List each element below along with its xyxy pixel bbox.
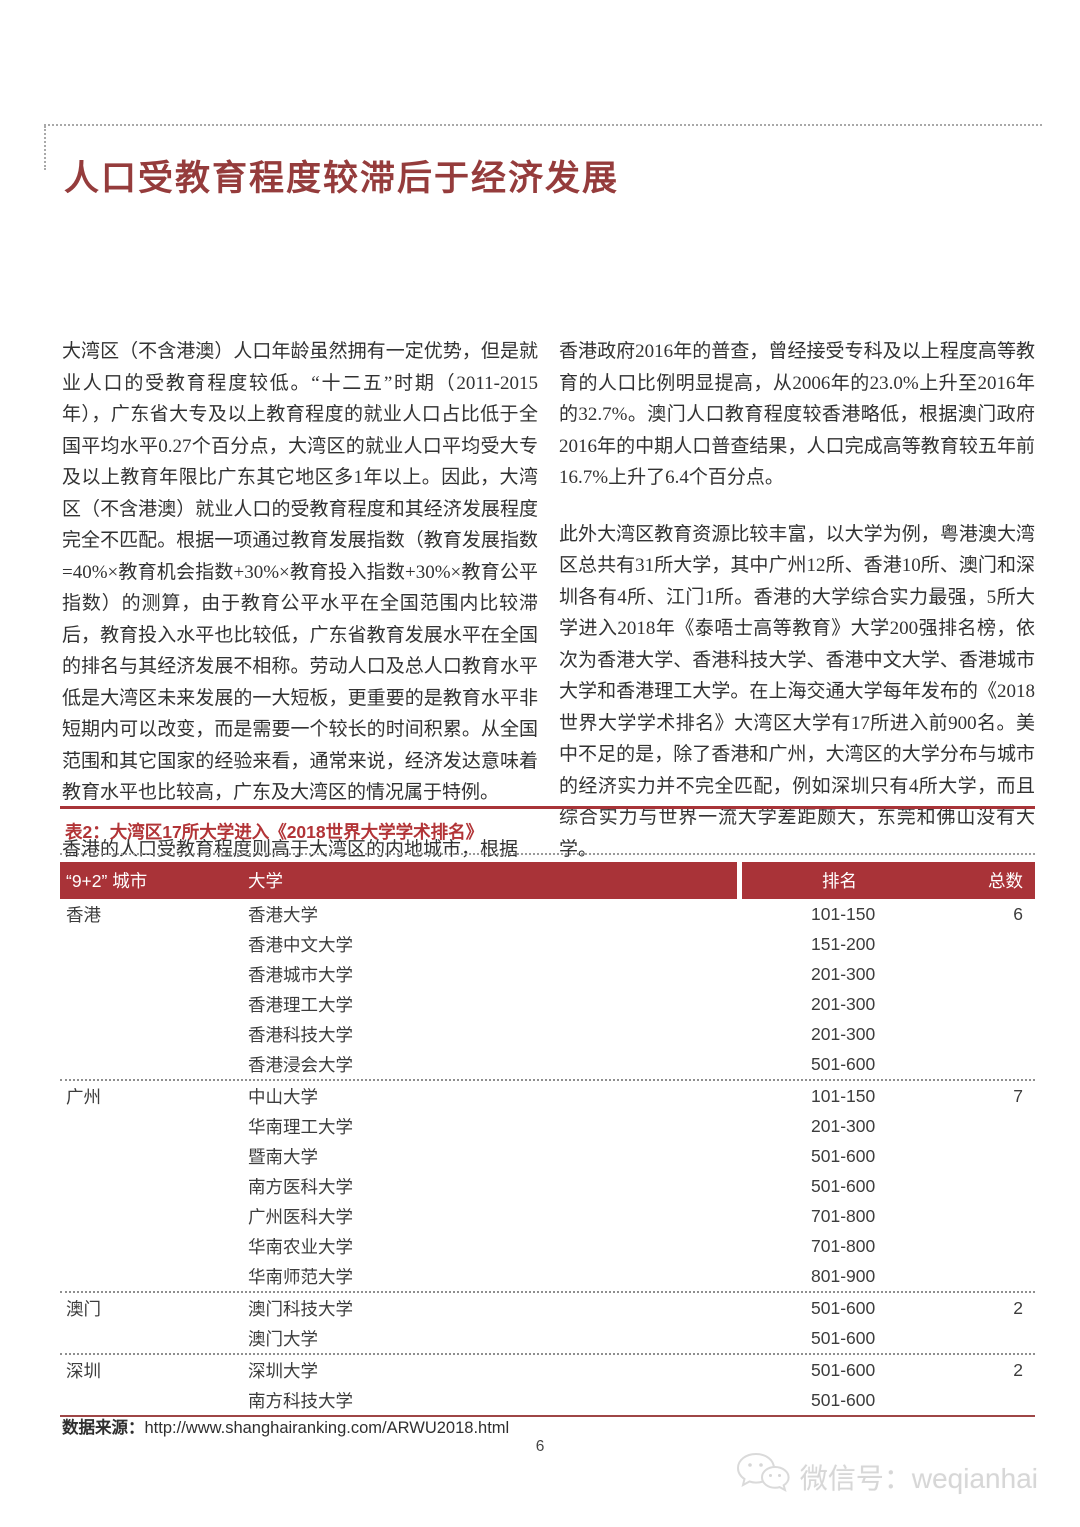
cell-rank: 201-300 [811,963,876,984]
cell-university: 华南理工大学 [248,1116,353,1137]
rankings-table: 表2：大湾区17所大学进入《2018世界大学学术排名》 “9+2” 城市 大学 … [60,806,1035,1417]
table-row: 香港中文大学 151-200 [60,929,1035,959]
cell-total: 2 [1013,1297,1023,1318]
table-header-left-block: “9+2” 城市 大学 [60,862,737,899]
header-rank: 排名 [822,871,857,891]
cell-university: 香港中文大学 [248,934,353,955]
cell-university: 暨南大学 [248,1146,318,1167]
cell-university: 南方科技大学 [248,1390,353,1411]
cell-rank: 501-600 [811,1389,876,1410]
table-caption: 表2：大湾区17所大学进入《2018世界大学学术排名》 [60,809,1035,855]
cell-university: 澳门大学 [248,1328,318,1349]
table-row: 暨南大学 501-600 [60,1141,1035,1171]
right-column: 香港政府2016年的普查，曾经接受专科及以上程度高等教育的人口比例明显提高，从2… [559,336,1035,890]
wechat-id-label: 微信号：weqianhai [799,1462,1038,1494]
top-dotted-border-left [44,126,46,170]
cell-total: 7 [1013,1085,1023,1106]
paragraph: 大湾区（不含港澳）人口年龄虽然拥有一定优势，但是就业人口的受教育程度较低。“十二… [62,341,538,803]
cell-rank: 501-600 [811,1297,876,1318]
cell-university: 深圳大学 [248,1360,318,1381]
page-number: 6 [535,1438,545,1455]
table-row: 澳门大学 501-600 [60,1323,1035,1353]
cell-university: 香港科技大学 [248,1024,353,1045]
cell-rank: 801-900 [811,1265,876,1286]
cell-university: 香港大学 [248,904,318,925]
table-group: 深圳 深圳大学 501-600 2 南方科技大学 501-600 [60,1355,1035,1415]
cell-rank: 501-600 [811,1145,876,1166]
table-row: 广州医科大学 701-800 [60,1201,1035,1231]
cell-city: 香港 [66,904,101,925]
table-group: 澳门 澳门科技大学 501-600 2 澳门大学 501-600 [60,1293,1035,1355]
cell-rank: 201-300 [811,1115,876,1136]
cell-rank: 701-800 [811,1235,876,1256]
wechat-watermark: 微信号：weqianhai [734,1450,1038,1503]
table-header-row: “9+2” 城市 大学 排名 总数 [60,862,1035,899]
page-title: 人口受教育程度较滞后于经济发展 [64,159,620,198]
cell-city: 澳门 [66,1298,101,1319]
top-dotted-border [44,124,1042,126]
cell-rank: 101-150 [811,1085,876,1106]
header-university: 大学 [248,871,283,891]
cell-rank: 501-600 [811,1359,876,1380]
cell-university: 南方医科大学 [248,1176,353,1197]
data-source-url: http://www.shanghairanking.com/ARWU2018.… [144,1419,510,1437]
cell-rank: 101-150 [811,903,876,924]
table-row: 深圳 深圳大学 501-600 2 [60,1355,1035,1385]
paragraph: 此外大湾区教育资源比较丰富，以大学为例，粤港澳大湾区总共有31所大学，其中广州1… [559,523,1035,860]
cell-rank: 501-600 [811,1053,876,1074]
table-row: 香港科技大学 201-300 [60,1019,1035,1049]
cell-university: 澳门科技大学 [248,1298,353,1319]
table-row: 华南师范大学 801-900 [60,1261,1035,1291]
cell-university: 华南师范大学 [248,1266,353,1287]
cell-rank: 701-800 [811,1205,876,1226]
table-header-right-block: 排名 总数 [742,862,1035,899]
cell-total: 2 [1013,1359,1023,1380]
table-row: 澳门 澳门科技大学 501-600 2 [60,1293,1035,1323]
table-bottom-line [60,1415,1035,1417]
paragraph: 香港政府2016年的普查，曾经接受专科及以上程度高等教育的人口比例明显提高，从2… [559,341,1035,488]
data-source-label: 数据来源： [62,1419,145,1437]
cell-university: 香港城市大学 [248,964,353,985]
header-city: “9+2” 城市 [66,871,148,891]
cell-rank: 501-600 [811,1327,876,1348]
cell-rank: 201-300 [811,993,876,1014]
cell-rank: 201-300 [811,1023,876,1044]
table-group: 广州 中山大学 101-150 7 华南理工大学 201-300 暨南大学 501-600 南方… [60,1081,1035,1293]
table-row: 香港浸会大学 501-600 [60,1049,1035,1079]
article-columns: 大湾区（不含港澳）人口年龄虽然拥有一定优势，但是就业人口的受教育程度较低。“十二… [62,336,1035,890]
cell-university: 华南农业大学 [248,1236,353,1257]
cell-university: 香港浸会大学 [248,1054,353,1075]
table-row: 南方科技大学 501-600 [60,1385,1035,1415]
cell-university: 中山大学 [248,1086,318,1107]
cell-university: 广州医科大学 [248,1206,353,1227]
cell-total: 6 [1013,903,1023,924]
data-source: 数据来源：http://www.shanghairanking.com/ARWU… [62,1414,509,1438]
cell-rank: 151-200 [811,933,876,954]
table-row: 香港 香港大学 101-150 6 [60,899,1035,929]
table-row: 南方医科大学 501-600 [60,1171,1035,1201]
wechat-icon [734,1450,792,1503]
table-row: 香港理工大学 201-300 [60,989,1035,1019]
table-row: 华南农业大学 701-800 [60,1231,1035,1261]
table-group: 香港 香港大学 101-150 6 香港中文大学 151-200 香港城市大学 201-300… [60,899,1035,1081]
cell-city: 广州 [66,1086,101,1107]
table-row: 华南理工大学 201-300 [60,1111,1035,1141]
cell-university: 香港理工大学 [248,994,353,1015]
header-total: 总数 [988,871,1023,891]
table-row: 广州 中山大学 101-150 7 [60,1081,1035,1111]
table-row: 香港城市大学 201-300 [60,959,1035,989]
cell-rank: 501-600 [811,1175,876,1196]
left-column: 大湾区（不含港澳）人口年龄虽然拥有一定优势，但是就业人口的受教育程度较低。“十二… [62,336,538,890]
table-body: 香港 香港大学 101-150 6 香港中文大学 151-200 香港城市大学 201-300… [60,899,1035,1415]
cell-city: 深圳 [66,1360,101,1381]
